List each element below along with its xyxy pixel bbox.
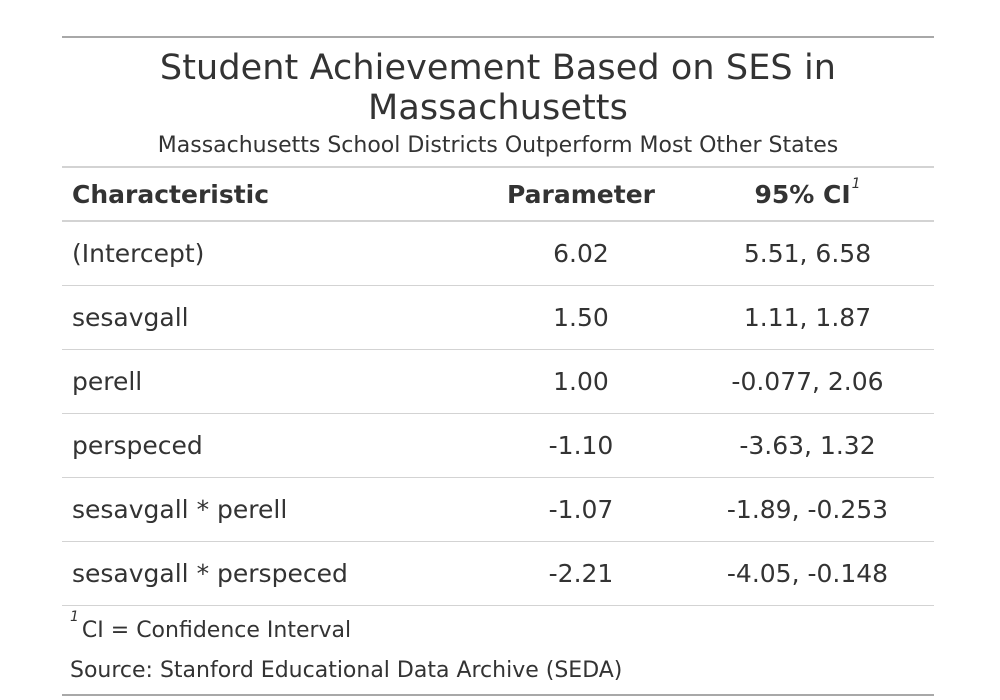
row-parameter: -1.07 <box>481 477 681 542</box>
row-parameter: 6.02 <box>481 221 681 286</box>
header-row: Characteristic Parameter 95% CI1 <box>62 168 934 222</box>
row-ci: -3.63, 1.32 <box>681 413 934 478</box>
regression-table: Student Achievement Based on SES in Mass… <box>62 36 934 696</box>
table-row: sesavgall 1.50 1.11, 1.87 <box>62 285 934 350</box>
footnote: 1CI = Confidence Interval <box>70 606 934 650</box>
row-characteristic: perspeced <box>62 413 481 478</box>
table-footer: 1CI = Confidence Interval Source: Stanfo… <box>62 606 934 694</box>
row-characteristic: sesavgall * perell <box>62 477 481 542</box>
row-ci: 5.51, 6.58 <box>681 221 934 286</box>
table-row: (Intercept) 6.02 5.51, 6.58 <box>62 221 934 286</box>
table-title: Student Achievement Based on SES in Mass… <box>159 48 837 128</box>
results-table: Characteristic Parameter 95% CI1 (Interc… <box>62 168 934 606</box>
row-ci: -0.077, 2.06 <box>681 349 934 414</box>
row-parameter: 1.50 <box>481 285 681 350</box>
row-ci: -1.89, -0.253 <box>681 477 934 542</box>
table-row: sesavgall * perell -1.07 -1.89, -0.253 <box>62 477 934 542</box>
row-characteristic: sesavgall * perspeced <box>62 541 481 606</box>
header-ci: 95% CI1 <box>681 168 934 222</box>
row-parameter: -2.21 <box>481 541 681 606</box>
row-characteristic: (Intercept) <box>62 221 481 286</box>
table-body: (Intercept) 6.02 5.51, 6.58 sesavgall 1.… <box>62 221 934 606</box>
table-row: perspeced -1.10 -3.63, 1.32 <box>62 413 934 478</box>
row-characteristic: perell <box>62 349 481 414</box>
footnote-text: CI = Confidence Interval <box>81 618 352 643</box>
row-parameter: -1.10 <box>481 413 681 478</box>
header-parameter: Parameter <box>481 168 681 222</box>
table-row: perell 1.00 -0.077, 2.06 <box>62 349 934 414</box>
footnote-mark: 1 <box>70 609 79 625</box>
header-ci-label: 95% CI <box>754 179 851 209</box>
table-subtitle: Massachusetts School Districts Outperfor… <box>62 128 934 168</box>
row-ci: -4.05, -0.148 <box>681 541 934 606</box>
header-ci-footnote-mark: 1 <box>851 175 861 192</box>
row-parameter: 1.00 <box>481 349 681 414</box>
table-header: Characteristic Parameter 95% CI1 <box>62 168 934 222</box>
row-ci: 1.11, 1.87 <box>681 285 934 350</box>
source-note: Source: Stanford Educational Data Archiv… <box>70 658 623 683</box>
table-row: sesavgall * perspeced -2.21 -4.05, -0.14… <box>62 541 934 606</box>
header-characteristic: Characteristic <box>62 168 481 222</box>
row-characteristic: sesavgall <box>62 285 481 350</box>
